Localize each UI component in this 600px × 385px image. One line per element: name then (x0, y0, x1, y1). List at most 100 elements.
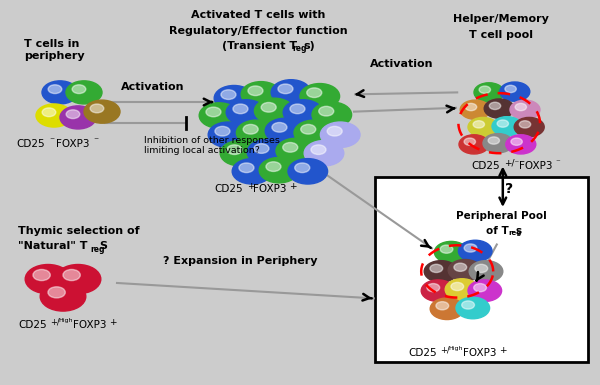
Circle shape (434, 241, 468, 263)
Circle shape (464, 244, 477, 252)
Circle shape (226, 100, 266, 125)
Circle shape (254, 144, 269, 153)
Text: ? Expansion in Periphery: ? Expansion in Periphery (163, 256, 317, 266)
Circle shape (283, 100, 323, 125)
Circle shape (199, 103, 239, 128)
Text: +: + (289, 182, 296, 191)
Circle shape (290, 104, 305, 114)
Circle shape (475, 264, 488, 273)
Text: +: + (247, 182, 254, 191)
Circle shape (66, 110, 80, 119)
Circle shape (271, 80, 311, 105)
Circle shape (515, 104, 527, 111)
Circle shape (510, 100, 540, 119)
Circle shape (233, 104, 248, 114)
Circle shape (254, 98, 294, 124)
Circle shape (36, 104, 72, 127)
Circle shape (84, 100, 120, 123)
Circle shape (278, 84, 293, 94)
Circle shape (473, 121, 485, 128)
Text: ⁻: ⁻ (555, 159, 560, 168)
Circle shape (488, 137, 499, 144)
Circle shape (206, 107, 221, 117)
Circle shape (294, 120, 334, 146)
Text: FOXP3: FOXP3 (519, 161, 553, 171)
Circle shape (464, 138, 475, 146)
Text: reg: reg (90, 244, 104, 254)
Text: CD25: CD25 (471, 161, 500, 171)
Text: CD25: CD25 (17, 139, 46, 149)
Bar (375, 177, 588, 362)
Circle shape (468, 280, 502, 301)
Circle shape (462, 301, 475, 309)
Circle shape (427, 284, 440, 292)
Text: s): s) (303, 41, 315, 51)
Circle shape (511, 138, 523, 146)
Circle shape (265, 118, 305, 144)
Circle shape (266, 162, 281, 171)
Circle shape (474, 83, 504, 102)
Text: +: + (109, 318, 116, 327)
Circle shape (40, 282, 86, 311)
Circle shape (514, 117, 544, 137)
Circle shape (312, 102, 352, 127)
Circle shape (490, 102, 500, 110)
Circle shape (259, 157, 299, 183)
Circle shape (327, 126, 342, 136)
Circle shape (215, 126, 230, 136)
Text: Activation: Activation (121, 82, 185, 92)
Circle shape (483, 134, 513, 153)
Circle shape (319, 106, 334, 116)
Circle shape (220, 141, 260, 166)
Text: High: High (58, 318, 73, 323)
Circle shape (288, 159, 328, 184)
Circle shape (311, 145, 326, 154)
Circle shape (469, 261, 503, 282)
Circle shape (451, 283, 464, 291)
Circle shape (468, 117, 498, 137)
Text: +: + (499, 346, 506, 355)
Text: Activation: Activation (370, 59, 434, 69)
Circle shape (239, 163, 254, 172)
Circle shape (63, 270, 80, 281)
Text: "Natural" T: "Natural" T (18, 241, 88, 251)
Circle shape (42, 81, 78, 104)
Circle shape (506, 135, 536, 154)
Circle shape (283, 142, 298, 152)
Circle shape (448, 259, 482, 281)
Circle shape (236, 120, 276, 146)
Circle shape (505, 85, 516, 93)
Text: FOXP3: FOXP3 (253, 184, 287, 194)
Circle shape (42, 108, 56, 117)
Circle shape (460, 100, 490, 119)
Circle shape (421, 280, 455, 301)
Circle shape (300, 84, 340, 109)
Text: T cells in
periphery: T cells in periphery (24, 39, 85, 61)
Circle shape (72, 85, 86, 94)
Circle shape (519, 121, 531, 128)
Text: Regulatory/Effector function: Regulatory/Effector function (169, 26, 347, 36)
Text: ⁻: ⁻ (93, 137, 98, 147)
Circle shape (320, 122, 360, 147)
Circle shape (208, 122, 248, 147)
Circle shape (247, 139, 287, 165)
Text: Peripheral Pool: Peripheral Pool (455, 211, 547, 221)
Circle shape (276, 138, 316, 164)
Text: +/: +/ (440, 346, 450, 355)
Circle shape (90, 104, 104, 113)
Text: FOXP3: FOXP3 (463, 348, 497, 358)
Circle shape (430, 264, 443, 273)
Text: CD25: CD25 (408, 348, 437, 358)
Circle shape (500, 82, 530, 101)
Circle shape (484, 99, 514, 118)
Circle shape (272, 122, 287, 132)
Circle shape (55, 264, 101, 294)
Circle shape (60, 106, 96, 129)
Text: Activated T cells with: Activated T cells with (191, 10, 325, 20)
Circle shape (459, 135, 489, 154)
Circle shape (304, 141, 344, 166)
Text: High: High (448, 346, 463, 351)
Circle shape (261, 102, 276, 112)
Text: CD25: CD25 (215, 184, 244, 194)
Circle shape (66, 81, 102, 104)
